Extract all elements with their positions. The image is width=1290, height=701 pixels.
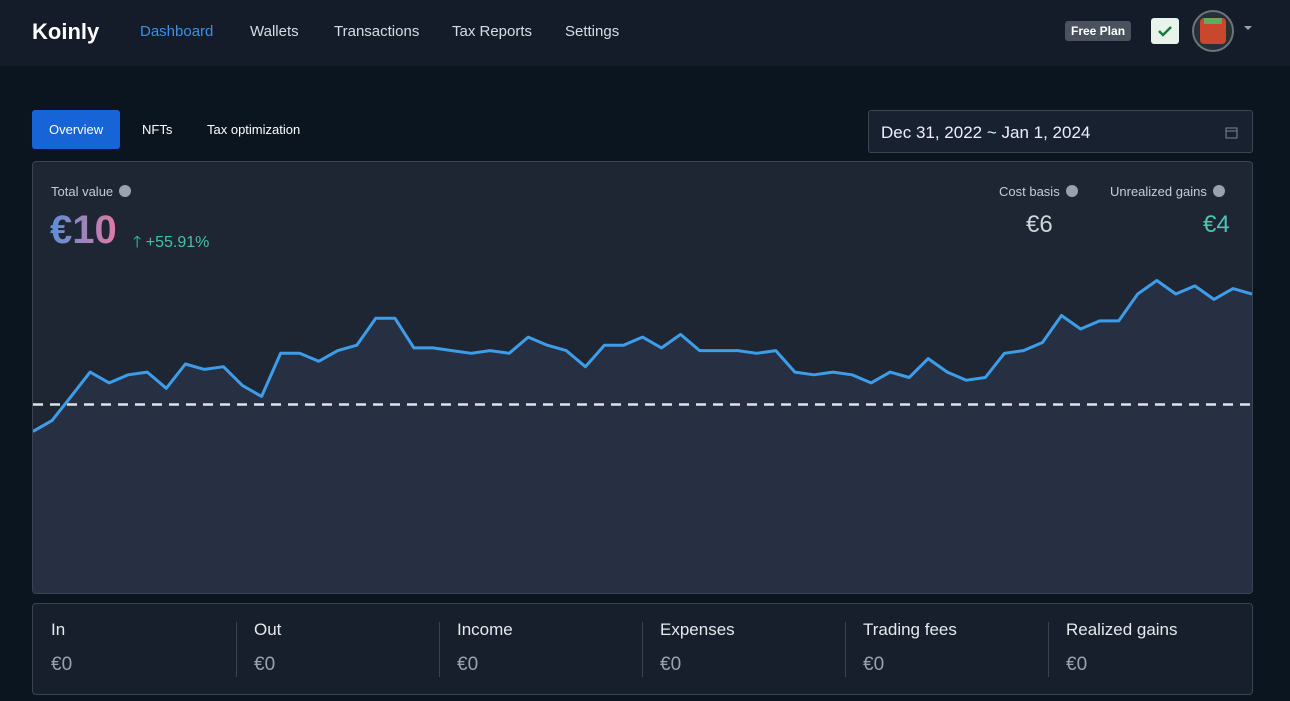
stat: Income €0	[439, 604, 642, 694]
tab[interactable]: Overview	[32, 110, 121, 149]
stat-label: Trading fees	[863, 620, 957, 639]
nav-link[interactable]: Tax Reports	[452, 23, 533, 40]
tab[interactable]: Tax optimization	[207, 122, 301, 137]
stat: Out €0	[236, 604, 439, 694]
logo[interactable]: Koinly	[32, 19, 100, 44]
area	[33, 280, 1252, 593]
nav-link[interactable]: Dashboard	[140, 23, 214, 40]
stat-label: Expenses	[660, 620, 735, 639]
nav-link[interactable]: Settings	[565, 23, 620, 40]
plan-badge[interactable]: Free Plan	[1065, 21, 1132, 41]
date-range-picker[interactable]: Dec 31, 2022 ~ Jan 1, 2024	[868, 110, 1253, 153]
stat-value: €0	[51, 654, 73, 675]
gains-label: Unrealized gains	[1110, 184, 1207, 199]
stat-value: €0	[457, 654, 479, 675]
value-line	[33, 279, 1252, 433]
stat-value: €0	[254, 654, 276, 675]
nav-link[interactable]: Transactions	[334, 23, 420, 40]
stat-label: Income	[457, 620, 513, 639]
stat: Trading fees €0	[845, 604, 1048, 694]
stat-label: In	[51, 620, 66, 639]
stat-value: €0	[863, 654, 885, 675]
cost-value: €6	[1026, 211, 1053, 238]
stat-value: €0	[1066, 654, 1088, 675]
cost-label-row: Cost basis	[999, 184, 1078, 199]
change-row: 🡑 +55.91%	[133, 234, 210, 251]
calendar-icon	[1225, 127, 1238, 139]
stat-label: Out	[254, 620, 282, 639]
stat: Expenses €0	[642, 604, 845, 694]
gains-label-row: Unrealized gains	[1110, 184, 1225, 199]
stat-value: €0	[660, 654, 682, 675]
date-range: Dec 31, 2022 ~ Jan 1, 2024	[881, 123, 1091, 142]
change-percent: +55.91%	[145, 234, 210, 251]
avatar-menu[interactable]	[1192, 8, 1256, 56]
total-value: €10	[50, 208, 117, 252]
total-label: Total value	[51, 184, 114, 199]
cost-label: Cost basis	[999, 184, 1060, 199]
value-chart	[33, 279, 1252, 593]
tab[interactable]: NFTs	[142, 122, 173, 137]
stat: In €0	[33, 604, 236, 694]
nav-link[interactable]: Wallets	[250, 23, 299, 40]
stat-label: Realized gains	[1066, 620, 1178, 639]
top-bar: Koinly Dashboard Wallets Transactions Ta…	[0, 0, 1290, 66]
chart-card	[32, 161, 1253, 594]
total-label-row: Total value	[51, 184, 132, 199]
stat: Realized gains €0	[1048, 604, 1251, 694]
stats-bar: In €0 Out €0 Income €0 Expenses €0 Trading fees €…	[32, 603, 1253, 695]
sync-status[interactable]	[1151, 18, 1179, 44]
gains-value: €4	[1203, 211, 1230, 238]
